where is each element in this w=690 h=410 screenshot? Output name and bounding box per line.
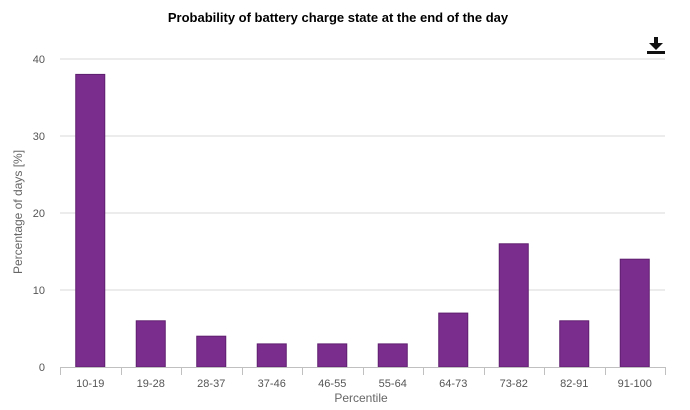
- chart-title: Probability of battery charge state at t…: [168, 10, 509, 25]
- bar-64-73[interactable]: [438, 312, 469, 368]
- x-tick-label: 37-46: [258, 378, 286, 390]
- x-tick-label: 28-37: [197, 378, 225, 390]
- axes: 0 10 20 30 40 10-19 19-28 28-37 37-46 46-55 55-64 6…: [33, 54, 666, 390]
- bar-82-91[interactable]: [559, 320, 590, 368]
- y-tick-label: 40: [33, 54, 45, 66]
- bar-10-19[interactable]: [75, 73, 106, 368]
- x-tick-label: 91-100: [618, 378, 652, 390]
- bar-55-64[interactable]: [377, 343, 408, 368]
- bars: [75, 73, 650, 368]
- x-tick-label: 19-28: [137, 378, 165, 390]
- bar-19-28[interactable]: [135, 320, 166, 368]
- bar-46-55[interactable]: [317, 343, 348, 368]
- download-icon: [647, 37, 665, 54]
- x-tick-label: 10-19: [76, 378, 104, 390]
- bar-91-100[interactable]: [619, 258, 650, 368]
- y-tick-label: 10: [33, 285, 45, 297]
- bar-28-37[interactable]: [196, 335, 227, 368]
- download-button[interactable]: [645, 34, 667, 56]
- x-tick-label: 82-91: [560, 378, 588, 390]
- gridlines: [60, 58, 665, 291]
- y-tick-label: 20: [33, 208, 45, 220]
- x-tick-label: 46-55: [318, 378, 346, 390]
- bar-73-82[interactable]: [498, 243, 529, 368]
- x-tick-label: 55-64: [379, 378, 407, 390]
- x-axis-title: Percentile: [334, 391, 388, 405]
- y-tick-label: 0: [39, 362, 45, 374]
- bar-37-46[interactable]: [256, 343, 287, 368]
- y-tick-label: 30: [33, 131, 45, 143]
- y-axis-title: Percentage of days [%]: [11, 150, 25, 274]
- x-tick-label: 73-82: [500, 378, 528, 390]
- x-tick-label: 64-73: [439, 378, 467, 390]
